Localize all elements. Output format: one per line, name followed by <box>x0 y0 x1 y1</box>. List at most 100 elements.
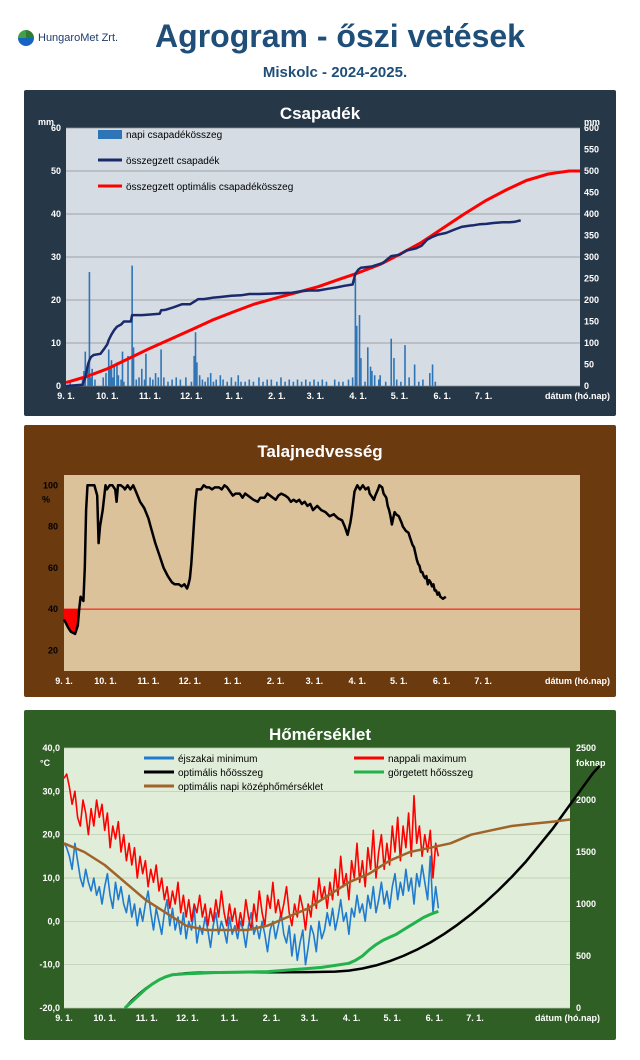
logo-mark-icon <box>18 30 34 46</box>
y-tick-label-right: 2000 <box>576 795 596 805</box>
precip-bar <box>84 351 87 386</box>
precip-bar <box>123 381 125 386</box>
precip-bar <box>143 379 146 386</box>
x-tick-label: 10. 1. <box>94 676 117 686</box>
precip-bar <box>364 381 366 386</box>
soil-moisture-chart: Talajnedvesség 9. 1. 10. 1. 11. 1. 12. 1. 1. … <box>42 442 610 686</box>
precip-bar <box>105 373 107 386</box>
y-tick-label-left: -20,0 <box>39 1003 60 1013</box>
y-tick-label: 60 <box>48 563 58 573</box>
precip-bar <box>262 381 264 386</box>
y-tick-label-left: 60 <box>51 123 61 133</box>
x-tick-label: 2. 1. <box>267 676 285 686</box>
precip-bar <box>149 377 151 386</box>
legend-label: optimális hőösszeg <box>178 768 263 779</box>
precip-bar <box>185 377 187 386</box>
precip-bar <box>87 362 89 386</box>
precip-bar <box>248 379 251 386</box>
x-tick-label: 11. 1. <box>139 391 161 401</box>
precip-bar <box>234 381 237 386</box>
precip-bar <box>112 377 114 386</box>
precip-bar <box>167 381 169 386</box>
precip-bar <box>280 377 282 386</box>
precip-bar <box>417 381 420 386</box>
precip-bar <box>160 349 162 386</box>
precip-bar <box>347 379 350 386</box>
y-tick-label-right: 250 <box>584 274 599 284</box>
y-tick-label-left: 40,0 <box>42 743 60 753</box>
precip-bar <box>288 379 291 386</box>
y-tick-label-right: 200 <box>584 295 599 305</box>
precip-bar <box>154 373 157 386</box>
legend-label: összegzett csapadék <box>126 156 220 167</box>
precip-bar <box>244 381 246 386</box>
precip-bar <box>270 379 273 386</box>
y-tick-label-left: 30 <box>51 252 61 262</box>
precip-bar <box>313 379 315 386</box>
precip-bar <box>321 379 324 386</box>
precip-bar <box>300 381 303 386</box>
precip-bar <box>69 381 71 386</box>
precip-bar <box>428 373 431 386</box>
precip-bar <box>194 332 197 386</box>
y-tick-label-left: 50 <box>51 166 61 176</box>
y-axis-unit-left: mm <box>38 117 54 127</box>
precip-bar <box>145 353 147 386</box>
precip-bar <box>163 377 165 386</box>
precip-bar <box>212 381 215 386</box>
precipitation-chart: Csapadék 9. 1. 10. 1. 11. 1. 12. 1. 1. 1. 2. 1… <box>38 104 610 401</box>
soil-moisture-line <box>62 484 447 636</box>
x-tick-label: 4. 1. <box>349 676 367 686</box>
x-tick-label: 6. 1. <box>433 391 451 401</box>
x-tick-label: 7. 1. <box>466 1013 484 1023</box>
legend-label: éjszakai minimum <box>178 754 257 765</box>
y-tick-label-right: 50 <box>584 360 594 370</box>
optimal-precip-line <box>65 169 580 385</box>
legend-label: napi csapadékösszeg <box>126 130 222 141</box>
precip-bar <box>266 379 268 386</box>
precip-bar <box>196 362 198 386</box>
temperature-chart: Hőmérséklet 9. 1. 10. 1. 11. 1. 12. 1. 1. 1. 2… <box>39 725 606 1023</box>
y-axis-unit-right: foknap <box>576 758 606 768</box>
y-tick-label-right: 500 <box>576 951 591 961</box>
y-tick-label-right: 1500 <box>576 847 596 857</box>
page-title: Agrogram - őszi vetések <box>155 18 525 54</box>
precip-bar <box>317 381 319 386</box>
y-tick-label: 20 <box>48 645 58 655</box>
y-tick-label-left: 40 <box>51 209 61 219</box>
precip-bar <box>296 379 299 386</box>
precip-bar <box>94 379 96 386</box>
precip-bar <box>131 265 133 386</box>
x-tick-label: 5. 1. <box>384 1013 402 1023</box>
temperature-panel: Hőmérséklet 9. 1. 10. 1. 11. 1. 12. 1. 1. 1. 2… <box>24 710 616 1040</box>
y-axis-unit-left: °C <box>40 758 51 768</box>
x-tick-label: 2. 1. <box>268 391 286 401</box>
precip-bar <box>434 381 437 386</box>
chart-title: Talajnedvesség <box>257 442 382 461</box>
precip-bar <box>102 377 105 386</box>
x-tick-label: 1. 1. <box>221 1013 239 1023</box>
precip-bar <box>422 379 424 386</box>
y-tick-label-left: 30,0 <box>42 786 60 796</box>
precip-bar <box>215 379 218 386</box>
precip-bar <box>358 315 361 386</box>
tmin-line <box>63 842 440 966</box>
legend-label: összegzett optimális csapadékösszeg <box>126 182 293 193</box>
precip-bar <box>309 381 311 386</box>
y-tick-label-right: 0 <box>576 1003 581 1013</box>
y-tick-label-left: 0 <box>56 381 61 391</box>
precip-bar <box>240 381 242 386</box>
x-axis-label: dátum (hó.nap) <box>545 676 610 686</box>
y-tick-label-right: 450 <box>584 188 599 198</box>
precip-bar <box>138 377 140 386</box>
legend-swatch-bar <box>98 130 122 139</box>
y-tick-label-left: -10,0 <box>39 960 60 970</box>
precip-bar <box>378 379 380 386</box>
precip-bar <box>400 381 402 386</box>
precip-bar <box>304 379 307 386</box>
legend-label: nappali maximum <box>388 754 466 765</box>
y-tick-label-right: 400 <box>584 209 599 219</box>
precip-bar <box>404 345 406 386</box>
precip-bar <box>351 377 354 386</box>
legend-label: optimális napi középhőmérséklet <box>178 782 323 793</box>
